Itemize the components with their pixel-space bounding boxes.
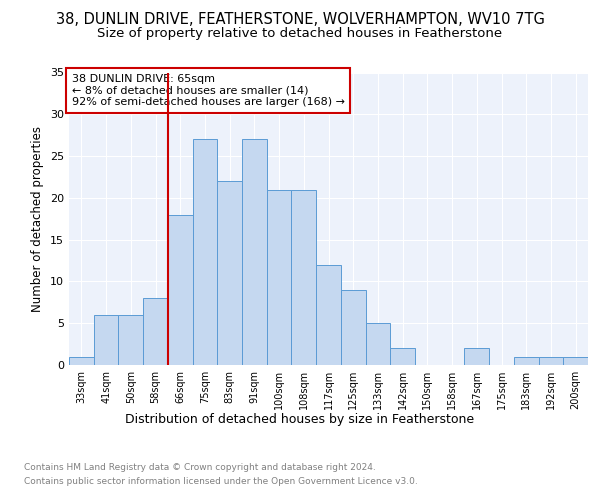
Bar: [563, 356, 588, 365]
Text: 38, DUNLIN DRIVE, FEATHERSTONE, WOLVERHAMPTON, WV10 7TG: 38, DUNLIN DRIVE, FEATHERSTONE, WOLVERHA…: [56, 12, 544, 28]
Bar: [514, 356, 539, 365]
Bar: [341, 290, 365, 365]
Bar: [267, 190, 292, 365]
Bar: [193, 140, 217, 365]
Bar: [143, 298, 168, 365]
Bar: [94, 315, 118, 365]
Bar: [365, 323, 390, 365]
Bar: [316, 264, 341, 365]
Bar: [118, 315, 143, 365]
Y-axis label: Number of detached properties: Number of detached properties: [31, 126, 44, 312]
Text: Size of property relative to detached houses in Featherstone: Size of property relative to detached ho…: [97, 28, 503, 40]
Text: 38 DUNLIN DRIVE: 65sqm
← 8% of detached houses are smaller (14)
92% of semi-deta: 38 DUNLIN DRIVE: 65sqm ← 8% of detached …: [71, 74, 344, 107]
Bar: [390, 348, 415, 365]
Bar: [69, 356, 94, 365]
Bar: [539, 356, 563, 365]
Text: Contains public sector information licensed under the Open Government Licence v3: Contains public sector information licen…: [24, 478, 418, 486]
Bar: [217, 181, 242, 365]
Bar: [292, 190, 316, 365]
Text: Contains HM Land Registry data © Crown copyright and database right 2024.: Contains HM Land Registry data © Crown c…: [24, 462, 376, 471]
Text: Distribution of detached houses by size in Featherstone: Distribution of detached houses by size …: [125, 412, 475, 426]
Bar: [242, 140, 267, 365]
Bar: [464, 348, 489, 365]
Bar: [168, 214, 193, 365]
